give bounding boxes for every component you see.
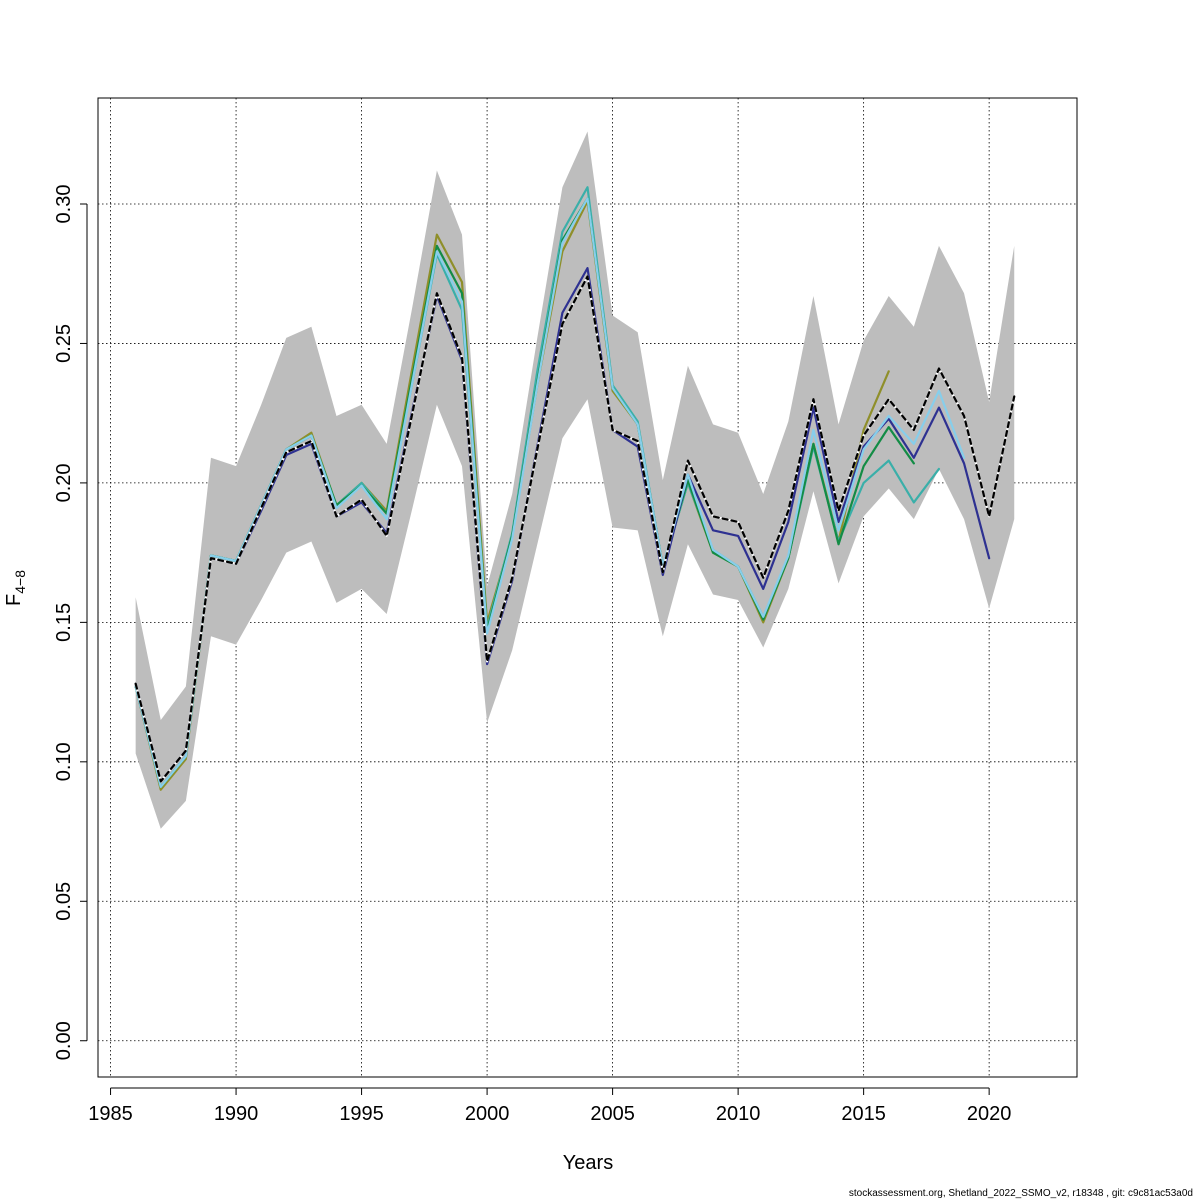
y-axis: 0.00 0.05 0.10 0.15 0.20 0.25 0.30 — [53, 185, 88, 1060]
series-line-2 — [134, 197, 966, 789]
confidence-band-layer — [135, 131, 1015, 829]
series-line-3 — [134, 267, 991, 783]
y-axis-title-main: F — [3, 594, 25, 606]
x-tick-label: 2015 — [841, 1103, 886, 1125]
x-tick-label: 1985 — [88, 1103, 133, 1125]
plot-frame — [97, 97, 1078, 1078]
x-axis-title: Years — [563, 1152, 613, 1174]
y-tick-label: 0.25 — [53, 324, 75, 363]
x-tick-label: 1990 — [214, 1103, 259, 1125]
y-axis-title: F4−8 — [3, 570, 28, 606]
series-layer — [134, 186, 1016, 791]
y-tick-label: 0.00 — [53, 1021, 75, 1060]
footer-text: stockassessment.org, Shetland_2022_SSMO_… — [849, 1188, 1193, 1199]
x-tick-label: 1995 — [339, 1103, 384, 1125]
x-axis: 1985 1990 1995 2000 2005 2010 2015 2020 — [88, 1087, 1012, 1125]
y-tick-label: 0.30 — [53, 185, 75, 224]
series-line-0 — [134, 275, 1016, 783]
y-tick-label: 0.20 — [53, 463, 75, 502]
x-tick-label: 2020 — [967, 1103, 1012, 1125]
x-tick-label: 2000 — [465, 1103, 510, 1125]
y-tick-label: 0.05 — [53, 882, 75, 921]
y-tick-label: 0.10 — [53, 742, 75, 781]
y-tick-label: 0.15 — [53, 603, 75, 642]
x-tick-label: 2010 — [716, 1103, 761, 1125]
y-axis-title-subscript: 4−8 — [12, 570, 28, 594]
confidence-band — [135, 131, 1015, 829]
x-tick-label: 2005 — [590, 1103, 635, 1125]
